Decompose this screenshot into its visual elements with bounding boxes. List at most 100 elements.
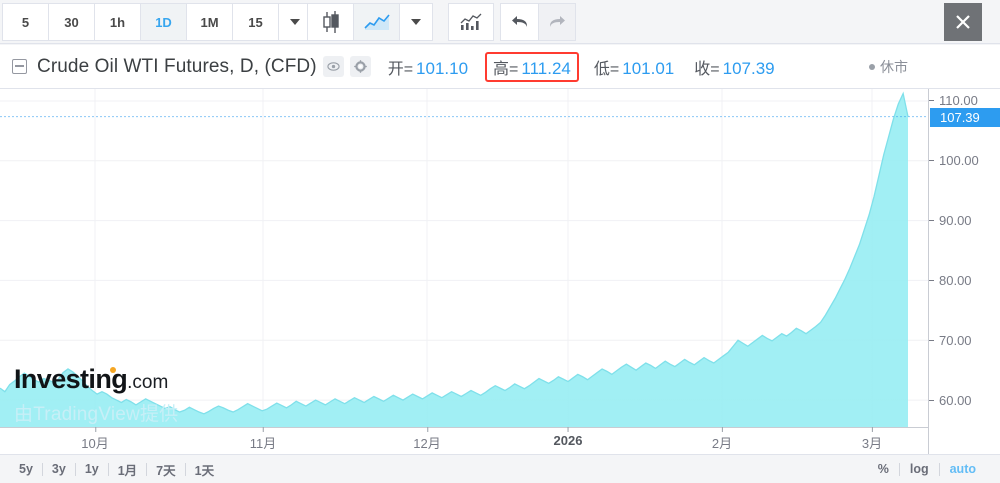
scale-label: auto (949, 462, 976, 476)
time-tick-label: 3月 (862, 427, 882, 452)
top-toolbar: 5 30 1h 1D 1M 15 (0, 0, 1000, 44)
divider (74, 462, 76, 476)
divider (898, 462, 900, 476)
page-title: Crude Oil WTI Futures, D, (CFD) (37, 55, 317, 77)
ohlc-open-value: 101.10 (416, 58, 469, 78)
tick-dash (929, 339, 934, 341)
indicators-icon (460, 13, 482, 30)
timeframe-label: 30 (64, 14, 79, 30)
tick-notch (567, 427, 569, 432)
time-tick-text: 2026 (553, 433, 583, 448)
current-price-badge: 107.39 (930, 107, 1000, 127)
bottom-bar: 5y 3y 1y 1月 7天 1天 % log auto (0, 454, 1000, 483)
tick-notch (871, 427, 873, 432)
ohlc-low-value: 101.01 (622, 58, 675, 78)
ohlc-high: 高= 111.24 (485, 51, 579, 82)
scale-label: % (877, 462, 889, 476)
price-tick-label: 110.00 (929, 93, 978, 108)
range-label: 7天 (156, 463, 176, 478)
ohlc-close-label: 收= (694, 60, 720, 78)
chevron-down-icon (411, 19, 421, 25)
ohlc-low: 低= 101.01 (591, 53, 677, 81)
market-status: 休市 (869, 57, 908, 77)
chevron-down-icon (290, 19, 300, 25)
timeframe-label: 1M (200, 14, 219, 30)
scale-button-percent[interactable]: % (868, 460, 899, 478)
price-tick-label: 80.00 (929, 272, 972, 288)
price-tick-label: 70.00 (929, 333, 972, 348)
price-tick-label: 100.00 (929, 153, 979, 169)
timeframe-button-1h[interactable]: 1h (94, 3, 140, 41)
range-button-7days[interactable]: 7天 (147, 458, 184, 481)
time-tick-label: 2026 (553, 427, 583, 448)
undo-button[interactable] (500, 3, 538, 41)
chart-style-more-button[interactable] (399, 3, 433, 41)
undo-arrow-icon (511, 16, 527, 27)
tick-dash (929, 399, 934, 401)
time-tick-text: 12月 (413, 436, 441, 451)
candlestick-icon (322, 11, 339, 33)
collapse-box-icon[interactable] (12, 59, 27, 74)
price-tick-text: 100.00 (939, 153, 979, 169)
chart-style-candles-button[interactable] (307, 3, 353, 41)
range-label: 5y (19, 462, 33, 476)
gear-icon[interactable] (349, 56, 371, 77)
scale-button-auto[interactable]: auto (940, 460, 986, 478)
time-tick-label: 2月 (712, 427, 732, 452)
tick-dash (929, 220, 934, 222)
time-tick-label: 10月 (81, 427, 109, 452)
ohlc-open: 开= 101.10 (385, 53, 471, 81)
divider (107, 462, 109, 476)
ohlc-values: 开= 101.10 高= 111.24 低= 101.01 收= 107.39 (385, 51, 792, 82)
timeframe-button-1m[interactable]: 1M (186, 3, 232, 41)
scale-label: log (909, 462, 929, 476)
range-button-1y[interactable]: 1y (76, 460, 108, 478)
undo-redo-group (500, 3, 576, 41)
price-tick-label: 60.00 (929, 392, 972, 408)
range-label: 1y (84, 462, 99, 476)
timeframe-button-30[interactable]: 30 (48, 3, 94, 41)
ohlc-high-label: 高= (493, 60, 519, 78)
redo-button[interactable] (538, 3, 576, 41)
time-tick-text: 10月 (81, 436, 109, 451)
indicators-group (448, 3, 494, 41)
divider (938, 462, 940, 476)
tick-notch (721, 427, 723, 432)
chart-style-area-button[interactable] (353, 3, 399, 41)
ohlc-open-label: 开= (387, 60, 414, 78)
chart-legend: Crude Oil WTI Futures, D, (CFD) 开= 101.1… (0, 45, 1000, 89)
indicators-button[interactable] (448, 3, 494, 41)
price-tick-label: 90.00 (929, 213, 972, 229)
timeframe-more-button[interactable] (278, 3, 312, 41)
redo-arrow-icon (549, 16, 565, 27)
time-axis[interactable]: 10月 11月 12月 2026 2月 3月 (0, 427, 928, 454)
timeframe-button-5[interactable]: 5 (2, 3, 48, 41)
ohlc-close: 收= 107.39 (691, 53, 777, 81)
timeframe-label: 5 (21, 14, 30, 30)
range-label: 1天 (194, 463, 215, 478)
eye-icon[interactable] (322, 56, 344, 77)
timeframe-label: 1D (155, 14, 172, 30)
timeframe-group: 5 30 1h 1D 1M 15 (2, 3, 312, 41)
timeframe-button-15[interactable]: 15 (232, 3, 278, 41)
ohlc-high-value: 111.24 (521, 58, 571, 78)
price-tick-text: 80.00 (939, 272, 972, 288)
ohlc-low-label: 低= (593, 60, 620, 78)
scale-button-log[interactable]: log (900, 460, 939, 478)
price-tick-text: 60.00 (939, 392, 972, 408)
price-area-series (0, 89, 928, 427)
range-button-3y[interactable]: 3y (43, 460, 75, 478)
scale-selector: % log auto (868, 460, 986, 478)
range-button-5y[interactable]: 5y (10, 460, 42, 478)
range-button-1day[interactable]: 1天 (186, 458, 223, 481)
time-tick-text: 11月 (249, 436, 277, 451)
tick-notch (263, 427, 264, 432)
price-tick-text: 90.00 (939, 213, 972, 229)
close-button[interactable] (944, 3, 982, 41)
timeframe-button-1d[interactable]: 1D (140, 3, 186, 41)
price-axis[interactable]: 110.00 100.00 90.00 80.00 70.00 60.00 107.39 (928, 89, 1000, 454)
chart-plot[interactable]: Investing.com 由TradingView提供 (0, 89, 928, 427)
range-button-1month[interactable]: 1月 (109, 458, 146, 481)
range-label: 3y (51, 462, 66, 476)
